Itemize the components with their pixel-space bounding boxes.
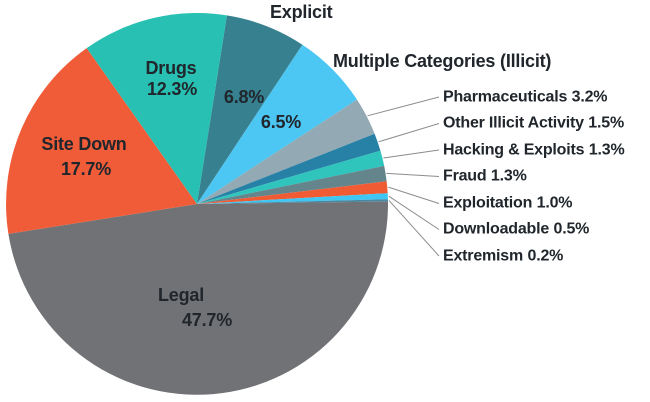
- callout-value: 1.0%: [536, 194, 573, 212]
- pie-slice-extremism: [197, 199, 388, 204]
- callout-extremism: Extremism 0.2%: [443, 247, 563, 266]
- label-legal-name: Legal: [157, 285, 205, 305]
- callout-label: Other Illicit Activity: [443, 114, 584, 132]
- pie-slice-pharmaceuticals: [197, 99, 375, 204]
- callout-label: Downloadable: [443, 220, 550, 238]
- label-legal-value: 47.7%: [181, 310, 233, 330]
- label-site-down-name: Site Down: [41, 134, 127, 154]
- label-site-down-value: 17.7%: [60, 159, 112, 179]
- leader-line-fraud: [386, 172, 440, 177]
- callout-label: Extremism: [443, 247, 524, 265]
- pie-slice-downloadable: [197, 193, 388, 204]
- pie-slice-fraud: [197, 165, 387, 204]
- callout-fraud: Fraud 1.3%: [443, 167, 527, 186]
- callout-label: Hacking & Exploits: [443, 141, 585, 159]
- pie-slice-legal: [8, 201, 389, 395]
- callout-downloadable: Downloadable 0.5%: [443, 220, 589, 239]
- label-multiple-categories-title: Multiple Categories (Illicit): [333, 51, 552, 71]
- pie-slice-hacking-exploits: [197, 150, 385, 204]
- leader-line-downloadable: [388, 195, 440, 230]
- leader-line-extremism: [388, 200, 440, 257]
- callout-value: 0.5%: [553, 220, 590, 238]
- callout-label: Fraud: [443, 167, 487, 185]
- callout-value: 1.3%: [490, 167, 527, 185]
- pie-slice-other-illicit-activity: [197, 133, 381, 204]
- callout-pharmaceuticals: Pharmaceuticals 3.2%: [443, 88, 608, 107]
- pie-slice-multiple-categories-illicit: [197, 44, 357, 205]
- pie-slice-site-down: [6, 48, 198, 234]
- label-drugs-name: Drugs: [145, 58, 197, 78]
- callout-label: Exploitation: [443, 194, 533, 212]
- label-explicit-value: 6.8%: [223, 87, 265, 107]
- pie-slice-exploitation: [197, 181, 388, 204]
- label-explicit-title: Explicit: [270, 2, 333, 22]
- callout-other-illicit-activity: Other Illicit Activity 1.5%: [443, 114, 624, 133]
- callout-value: 1.3%: [588, 141, 625, 159]
- label-drugs-value: 12.3%: [146, 79, 198, 99]
- leader-line-pharmaceuticals: [367, 96, 440, 117]
- callout-value: 1.5%: [588, 114, 624, 132]
- pie-slice-explicit: [197, 15, 303, 205]
- callout-label: Pharmaceuticals: [443, 88, 568, 106]
- callout-hacking-exploits: Hacking & Exploits 1.3%: [443, 141, 625, 160]
- leader-line-exploitation: [388, 186, 440, 204]
- callout-value: 3.2%: [571, 88, 608, 106]
- leader-line-hacking-exploits: [383, 149, 440, 159]
- pie-slice-drugs: [86, 13, 227, 204]
- callout-exploitation: Exploitation 1.0%: [443, 194, 572, 213]
- label-multiple-categories-value: 6.5%: [260, 112, 302, 132]
- callout-value: 0.2%: [527, 247, 564, 265]
- leader-line-other-illicit-activity: [378, 123, 440, 143]
